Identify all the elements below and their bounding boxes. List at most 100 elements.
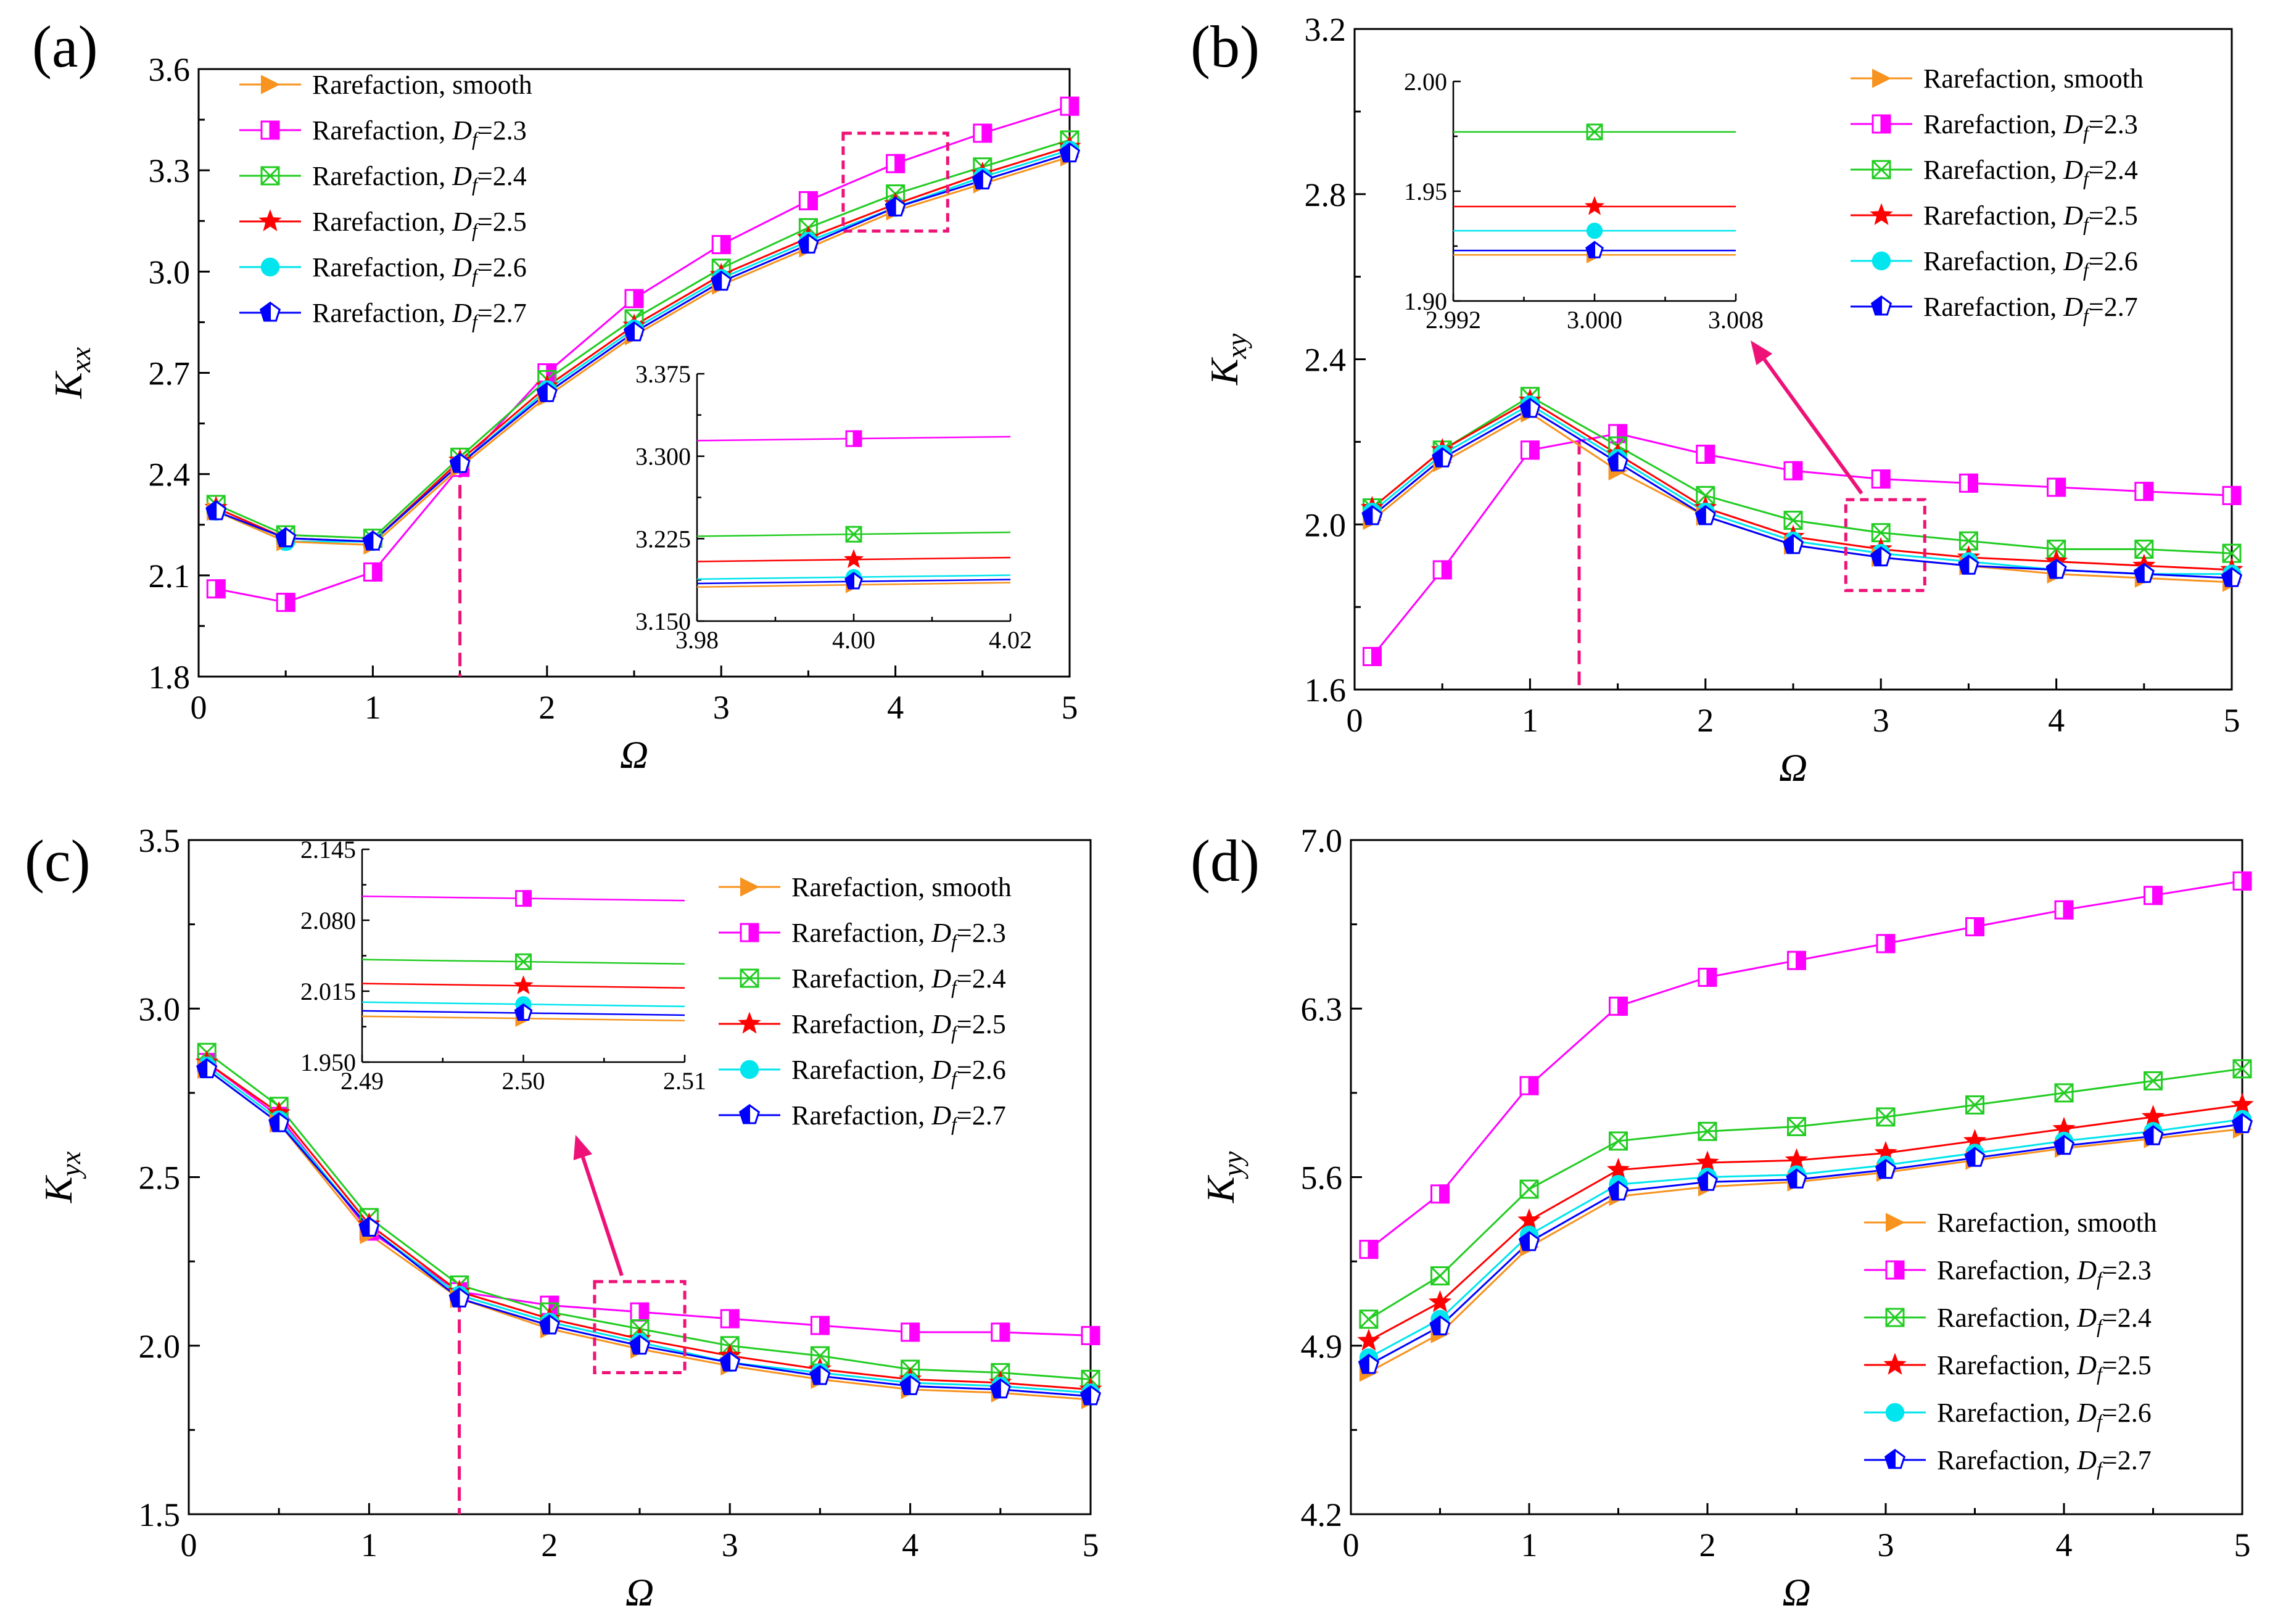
data-point-d23 [1519, 1076, 1539, 1095]
legend-label-text: Rarefaction, [791, 1055, 931, 1085]
inset-point-d24 [515, 953, 532, 970]
legend-label: Rarefaction, Df=2.7 [1937, 1445, 2152, 1480]
inset-background [1453, 81, 1736, 301]
data-point-d24 [1876, 1107, 1896, 1127]
legend-item-d25: Rarefaction, Df=2.5 [1851, 200, 2138, 235]
legend-label-text: Rarefaction, [1937, 1303, 2077, 1333]
legend-label-text: Rarefaction, [1923, 292, 2063, 322]
legend-df-value: =2.4 [2089, 155, 2138, 185]
x-tick-label: 0 [181, 1527, 197, 1564]
data-point-d24 [1519, 1179, 1539, 1199]
legend-df-value: =2.6 [2102, 1398, 2152, 1428]
legend-item-d26: Rarefaction, Df=2.6 [1851, 246, 2138, 281]
y-tick-label: 3.5 [139, 822, 181, 859]
y-axis-label: Kxy [1202, 333, 1252, 385]
x-tick-label: 4 [902, 1527, 918, 1564]
x-tick-label: 2 [1699, 1527, 1716, 1564]
legend-marker-d27 [1884, 1448, 1906, 1469]
y-tick-label: 2.0 [1305, 506, 1347, 543]
x-tick-label: 1 [1521, 1527, 1538, 1564]
inset-x-tick-label: 2.49 [340, 1067, 384, 1095]
y-tick-label: 1.8 [149, 659, 191, 696]
data-point-d27 [899, 1375, 921, 1395]
legend-label-text: Rarefaction, [791, 1009, 931, 1039]
data-point-d25 [1606, 1158, 1630, 1180]
data-point-d27 [989, 1378, 1011, 1399]
legend-df-symbol: D [931, 963, 951, 994]
data-point-d27 [629, 1334, 651, 1355]
x-tick-label: 2 [1697, 702, 1714, 739]
data-point-d25 [1696, 1150, 1719, 1173]
legend-label-text: Rarefaction, [312, 115, 452, 146]
y-tick-label: 2.0 [139, 1328, 181, 1365]
data-point-d23 [2232, 871, 2252, 891]
legend-df-symbol: D [2076, 1303, 2097, 1333]
data-point-d24 [1359, 1309, 1379, 1329]
data-point-d27 [1786, 1168, 1807, 1189]
y-tick-label: 2.1 [149, 558, 191, 595]
zoom-arrow-shaft [1762, 358, 1863, 495]
data-point-d27 [1870, 546, 1892, 567]
y-tick-label: 3.0 [149, 253, 191, 291]
inset-x-tick-label: 2.50 [502, 1067, 545, 1095]
x-tick-label: 5 [1062, 689, 1078, 726]
data-point-d27 [1964, 1147, 1986, 1167]
legend-df-symbol: D [452, 161, 472, 191]
legend-label: Rarefaction, smooth [1937, 1208, 2157, 1238]
legend-label: Rarefaction, Df=2.3 [1937, 1255, 2152, 1290]
data-point-d24 [1965, 1095, 1984, 1115]
legend-marker-smooth [740, 877, 760, 897]
data-point-d24 [2232, 1059, 2252, 1079]
inset-y-tick-label: 2.00 [1404, 68, 1447, 96]
legend-df-value: =2.6 [957, 1055, 1006, 1085]
data-point-d27 [2133, 563, 2155, 583]
legend-df-symbol: D [452, 115, 472, 146]
inset-plot: 2.49 2.50 2.51 1.950 2.015 2.080 2.145 [300, 836, 706, 1095]
inset-y-tick-label: 3.375 [635, 360, 691, 388]
y-axis-label-sub: xy [1221, 333, 1252, 359]
data-point-d24 [2222, 543, 2242, 563]
y-tick-label: 2.5 [139, 1160, 181, 1197]
data-point-d27 [1608, 1180, 1629, 1201]
legend-marker-d23 [260, 120, 280, 140]
y-tick-label: 2.8 [1305, 176, 1347, 213]
zoom-arrow-head [1751, 340, 1773, 366]
inset-series [697, 430, 1010, 593]
legend-df-symbol: D [2063, 109, 2083, 139]
legend-item-smooth: Rarefaction, smooth [1851, 64, 2144, 94]
series-line-d23 [1368, 880, 2243, 1250]
legend-df-value: =2.3 [477, 115, 527, 146]
y-tick-label: 1.5 [139, 1496, 181, 1533]
inset-y-tick-label: 3.300 [635, 443, 691, 471]
data-point-d27 [2142, 1125, 2164, 1145]
inset-background [362, 849, 685, 1062]
data-point-d27 [1875, 1158, 1897, 1179]
data-point-d27 [711, 270, 732, 291]
inset-point-d27 [1585, 241, 1604, 258]
legend-label: Rarefaction, Df=2.7 [791, 1100, 1006, 1135]
data-point-d23 [1362, 646, 1382, 666]
zoom-arrow-shaft [581, 1156, 624, 1276]
legend-label: Rarefaction, Df=2.5 [1937, 1350, 2152, 1385]
data-point-d27 [1607, 451, 1628, 472]
panel-label: (a) [32, 14, 98, 80]
legend-item-d25: Rarefaction, Df=2.5 [719, 1009, 1006, 1044]
legend-item-smooth: Rarefaction, smooth [719, 872, 1012, 902]
legend-df-value: =2.6 [477, 252, 527, 282]
legend-item-d27: Rarefaction, Df=2.7 [239, 298, 527, 332]
legend-item-smooth: Rarefaction, smooth [1864, 1208, 2157, 1238]
legend-df-symbol: D [2063, 246, 2083, 276]
legend-df-value: =2.5 [2102, 1350, 2152, 1380]
legend-label: Rarefaction, Df=2.3 [791, 918, 1006, 952]
data-point-d27 [1958, 554, 1979, 575]
y-tick-label: 5.6 [1301, 1160, 1343, 1197]
legend-label-text: Rarefaction, [1923, 200, 2063, 231]
data-point-d27 [196, 1058, 218, 1079]
data-point-d27 [1696, 1171, 1719, 1191]
legend-label-text: Rarefaction, [1937, 1255, 2077, 1285]
data-point-d27 [1079, 1385, 1102, 1406]
data-point-d27 [2231, 1113, 2253, 1134]
y-axis-label-main: K [1199, 1174, 1242, 1203]
data-point-d27 [2221, 567, 2243, 587]
legend-label-text: Rarefaction, [1923, 155, 2063, 185]
